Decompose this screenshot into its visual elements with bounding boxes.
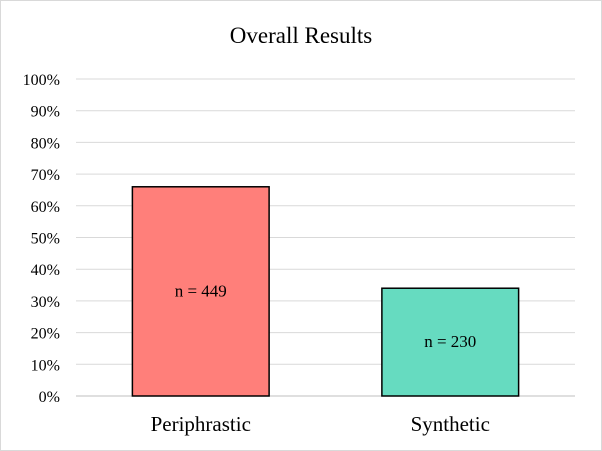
x-tick-label: Periphrastic [151,412,251,436]
y-tick-label: 100% [23,72,60,89]
y-tick-label: 40% [31,262,60,279]
chart-title: Overall Results [230,23,372,48]
y-tick-label: 90% [31,104,60,121]
y-tick-label: 20% [31,326,60,343]
x-tick-label: Synthetic [411,412,490,436]
y-tick-label: 10% [31,357,60,374]
bar-periphrastic [131,186,270,397]
y-tick-label: 70% [31,167,60,184]
y-tick-label: 0% [39,389,60,406]
y-tick-label: 50% [31,231,60,248]
data-label: n = 449 [175,281,227,300]
data-label: n = 230 [424,332,476,351]
y-tick-label: 60% [31,199,60,216]
bar-synthetic [381,287,520,397]
y-tick-label: 30% [31,294,60,311]
bars: n = 449 n = 230 [131,186,520,397]
y-tick-label: 80% [31,135,60,152]
y-axis-ticks: 0% 10% 20% 30% 40% 50% 60% 70% 80% 90% 100% [23,72,60,406]
x-axis-labels: Periphrastic Synthetic [151,412,490,436]
